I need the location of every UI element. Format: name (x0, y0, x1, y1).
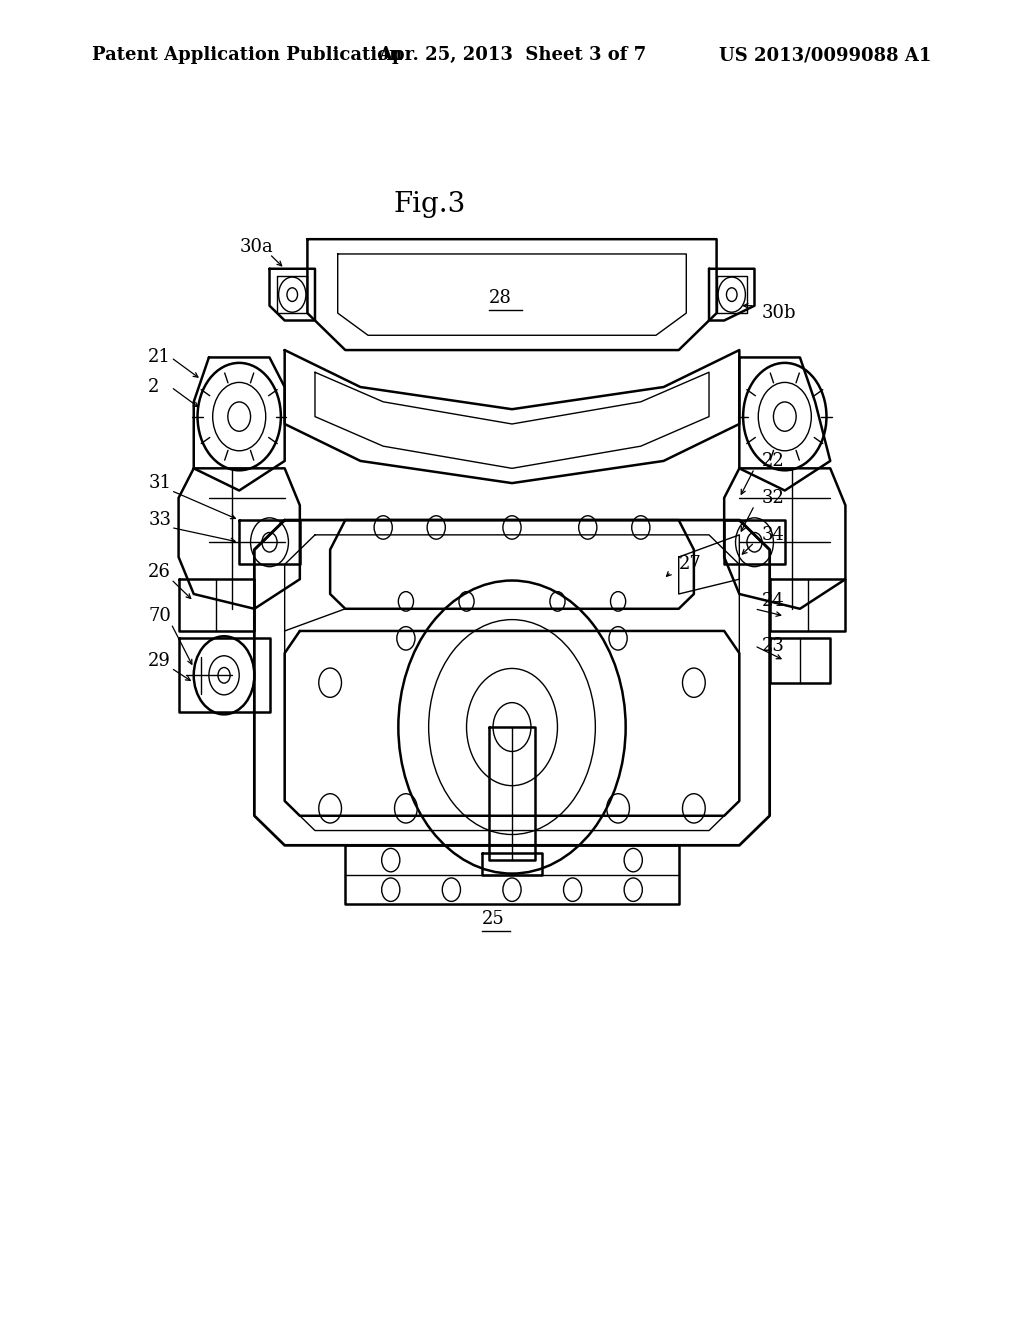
Text: 2: 2 (148, 378, 160, 396)
Text: 22: 22 (762, 451, 784, 470)
Text: 30b: 30b (762, 304, 797, 322)
Text: US 2013/0099088 A1: US 2013/0099088 A1 (720, 46, 932, 65)
Text: 25: 25 (481, 911, 505, 928)
Text: 21: 21 (148, 348, 171, 367)
Text: Apr. 25, 2013  Sheet 3 of 7: Apr. 25, 2013 Sheet 3 of 7 (378, 46, 646, 65)
Text: 24: 24 (762, 593, 784, 610)
Text: 34: 34 (762, 525, 785, 544)
Text: 33: 33 (148, 511, 171, 529)
Text: 26: 26 (148, 562, 171, 581)
Text: 29: 29 (148, 652, 171, 669)
Text: 70: 70 (148, 607, 171, 626)
Text: 32: 32 (762, 488, 785, 507)
Text: 27: 27 (679, 556, 701, 573)
Text: Fig.3: Fig.3 (394, 191, 466, 218)
Text: 28: 28 (489, 289, 512, 308)
Text: 23: 23 (762, 636, 785, 655)
Text: Patent Application Publication: Patent Application Publication (92, 46, 402, 65)
Text: 31: 31 (148, 474, 171, 492)
Text: 30a: 30a (240, 238, 273, 256)
